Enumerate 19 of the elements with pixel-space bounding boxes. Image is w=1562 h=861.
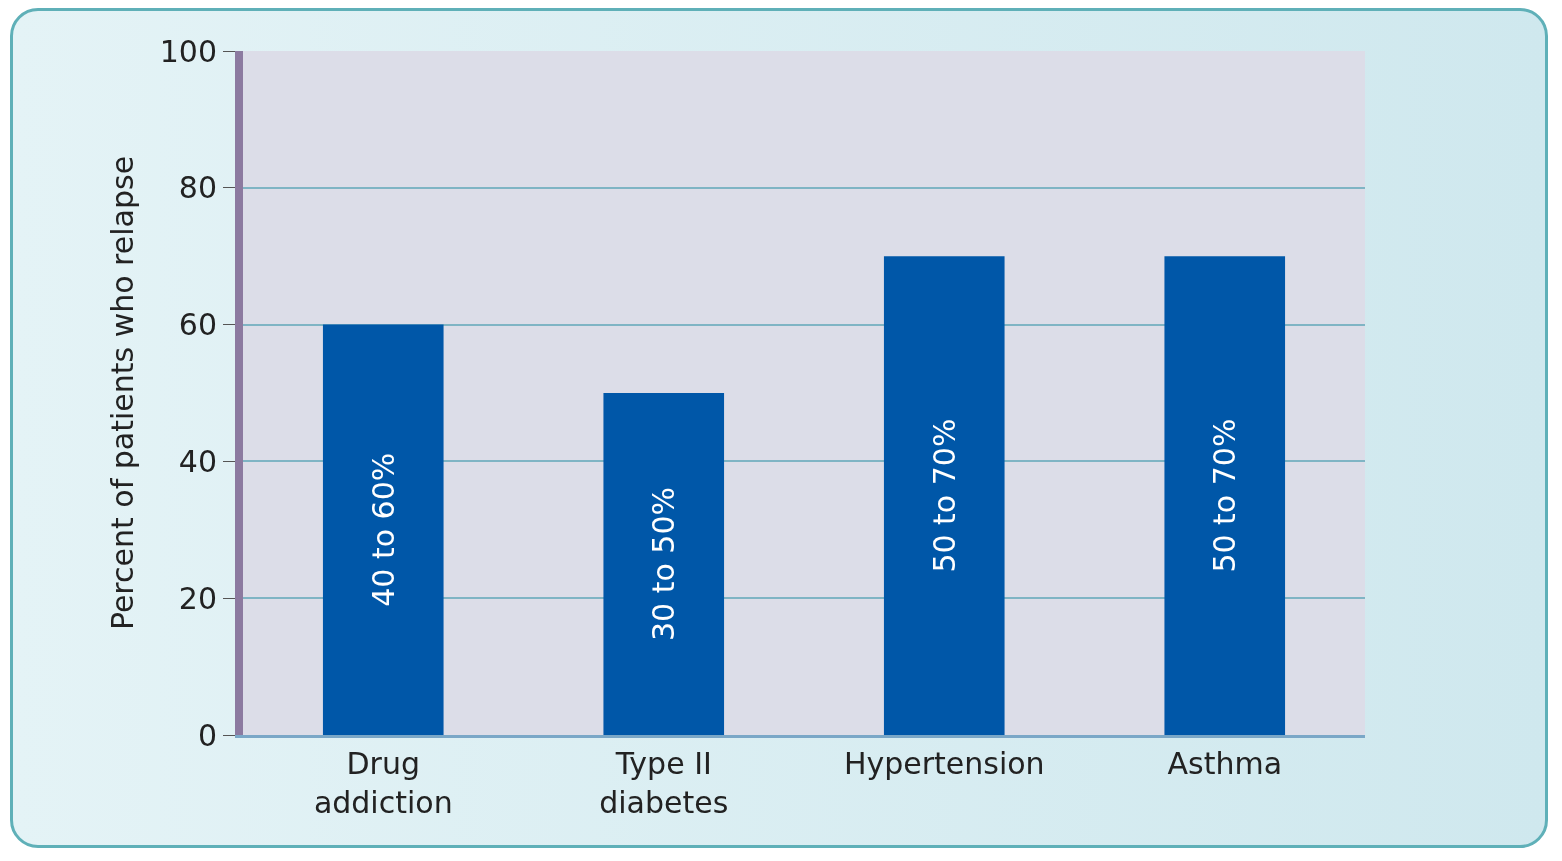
y-tick-label: 80 <box>178 170 217 206</box>
bar <box>883 256 1005 735</box>
data-label: 30 to 50% <box>646 486 682 642</box>
data-label: 40 to 60% <box>365 452 401 607</box>
x-tick-label: Type II diabetes <box>599 746 729 820</box>
y-tick-label: 60 <box>178 307 217 343</box>
y-tick-label: 40 <box>178 443 217 479</box>
x-tick-label: Hypertension <box>843 746 1045 781</box>
bar <box>322 324 444 735</box>
y-axis-title: Percent of patients who relapse <box>105 155 141 631</box>
y-tick-label: 100 <box>159 33 217 69</box>
bar <box>1164 256 1286 735</box>
data-label: 50 to 70% <box>1207 418 1243 573</box>
x-tick-label: Drug addiction <box>313 746 453 820</box>
y-tick-label: 20 <box>178 580 217 616</box>
x-tick-label: Asthma <box>1167 746 1283 781</box>
bar <box>603 393 725 735</box>
data-label: 50 to 70% <box>926 418 962 573</box>
y-tick-label: 0 <box>197 717 217 753</box>
